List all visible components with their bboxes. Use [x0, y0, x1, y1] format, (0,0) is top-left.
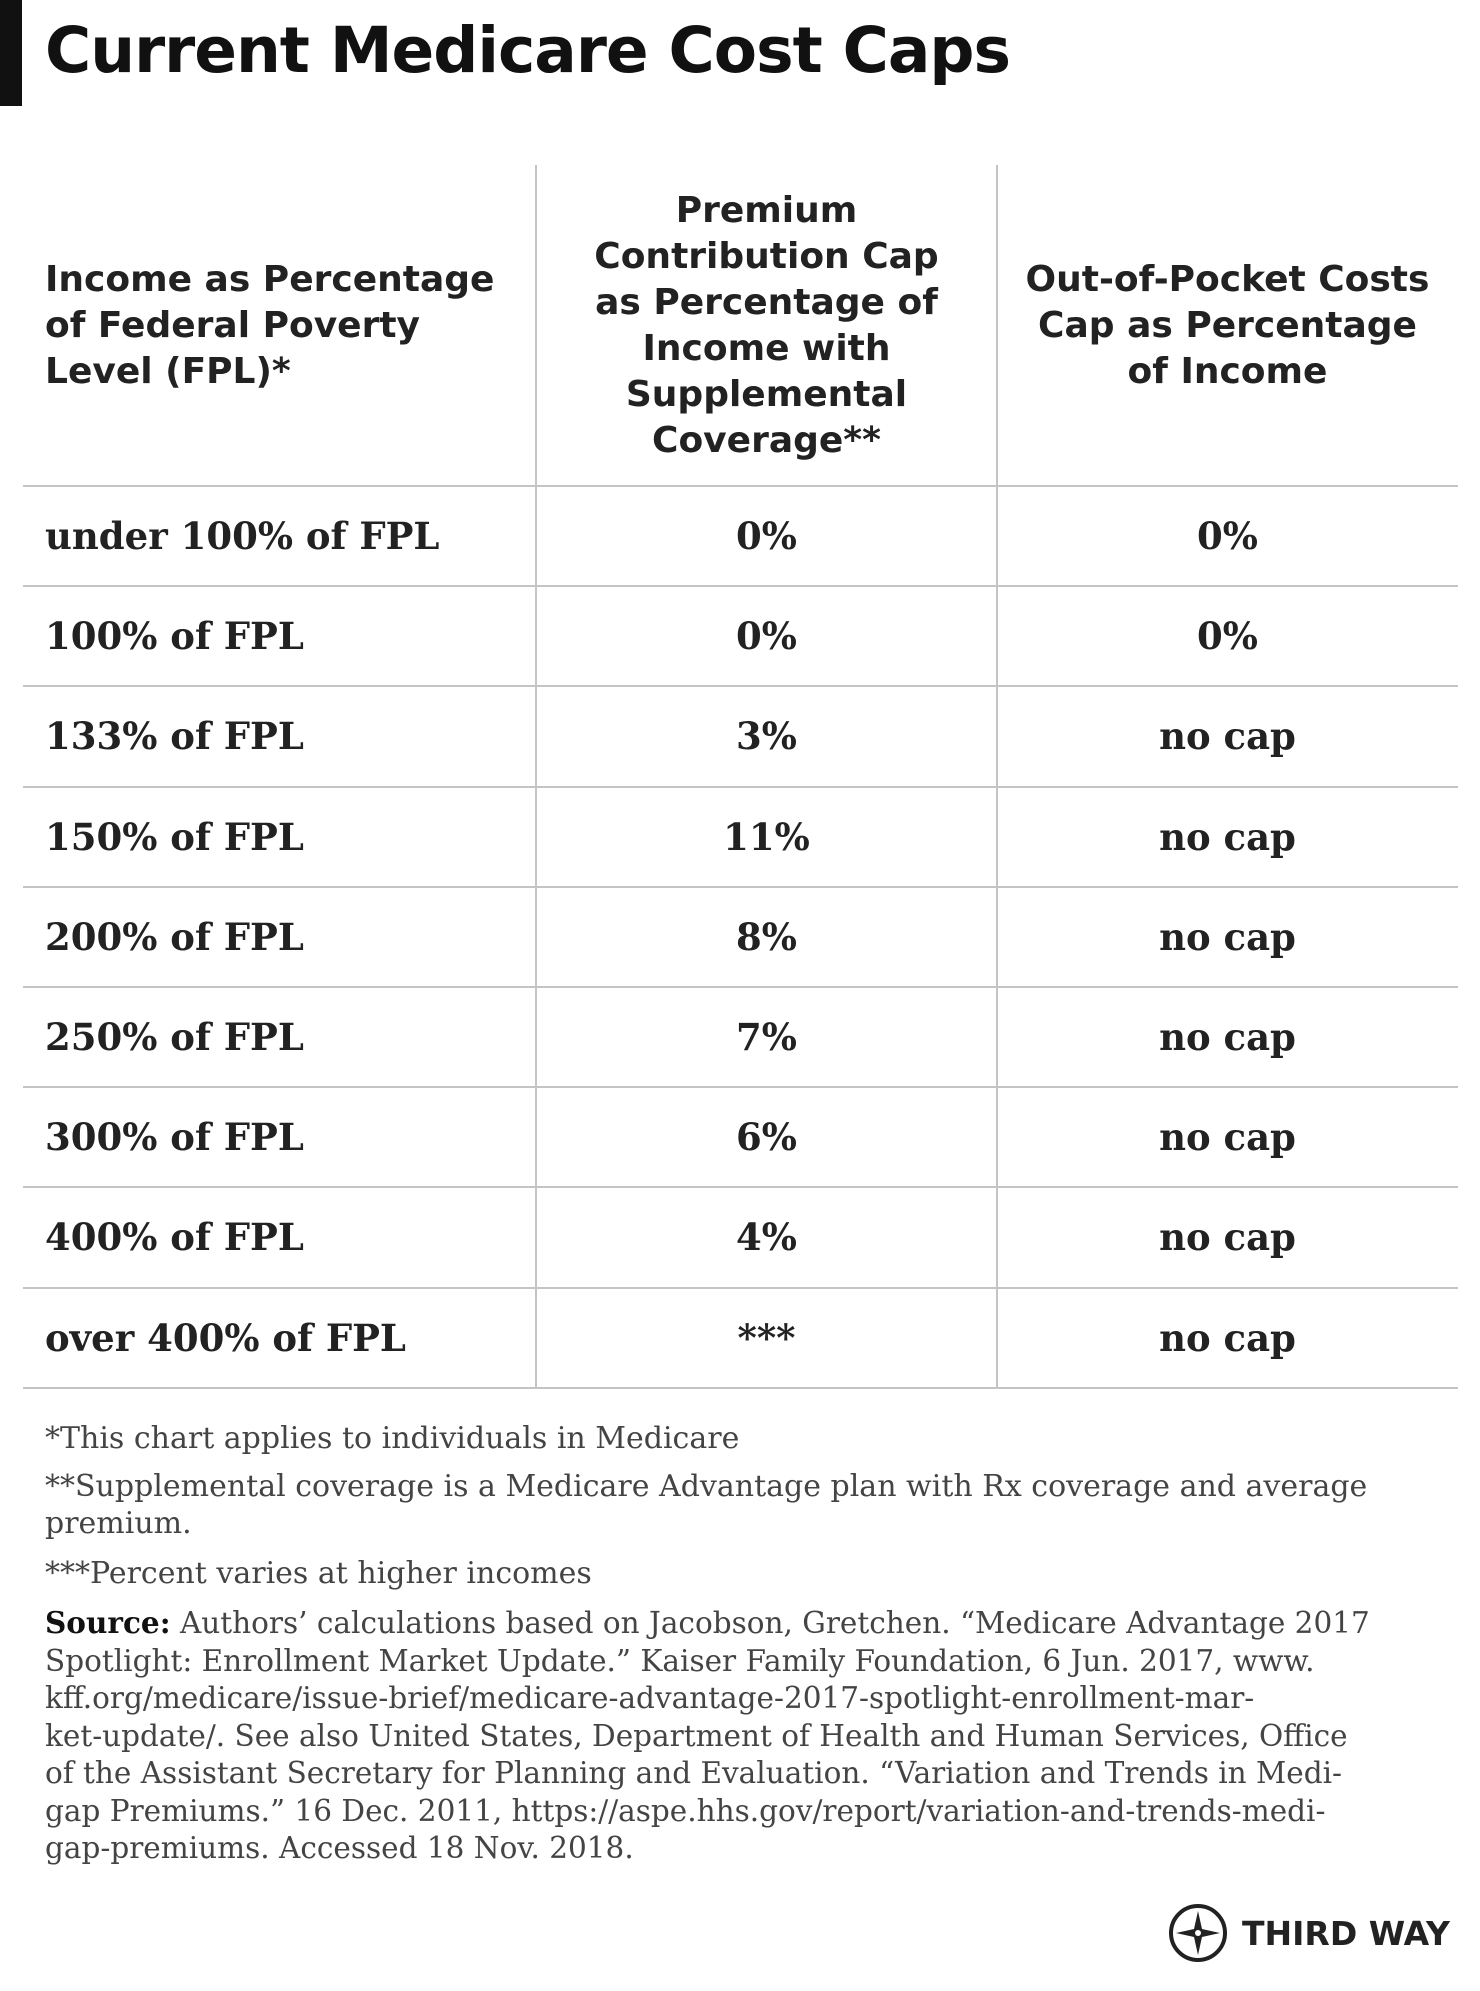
table-cell: 250% of FPL [45, 987, 514, 1087]
table-cell: over 400% of FPL [45, 1288, 514, 1388]
table-cell: no cap [1017, 1187, 1438, 1287]
source-text: Spotlight: Enrollment Market Update.” Ka… [45, 1643, 1315, 1678]
table-cell: no cap [1017, 1288, 1438, 1388]
cell-text: 0% [1197, 614, 1258, 659]
column-header: Out-of-Pocket Costs Cap as Percentage of… [1017, 165, 1438, 486]
table-cell: no cap [1017, 887, 1438, 987]
column-header: Income as Percentage of Federal Poverty … [45, 165, 514, 486]
source-line: ket-update/. See also United States, Dep… [45, 1718, 1370, 1756]
source-line: gap Premiums.” 16 Dec. 2011, https://asp… [45, 1793, 1370, 1831]
cell-text: 0% [736, 614, 797, 659]
table-cell: 7% [566, 987, 967, 1087]
table-cell: 3% [566, 686, 967, 786]
cell-text: no cap [1159, 1115, 1296, 1160]
cell-text: 6% [736, 1115, 797, 1160]
cell-text: 200% of FPL [45, 914, 304, 959]
title: Current Medicare Cost Caps [45, 14, 1011, 87]
source-text: gap-premiums. Accessed 18 Nov. 2018. [45, 1831, 634, 1865]
column-header-text: Out-of-Pocket Costs Cap as Percentage of… [1025, 258, 1430, 392]
table-cell: 4% [566, 1187, 967, 1287]
source-line: Source: Authors’ calculations based on J… [45, 1604, 1370, 1643]
table-cell: 150% of FPL [45, 787, 514, 887]
source-text: of the Assistant Secretary for Planning … [45, 1756, 1342, 1790]
table-cell: 133% of FPL [45, 686, 514, 786]
row-line [23, 585, 1458, 588]
source-label: Source: [45, 1605, 171, 1640]
source-line: Spotlight: Enrollment Market Update.” Ka… [45, 1643, 1370, 1681]
logo-icon [1169, 1904, 1227, 1962]
cell-text: no cap [1159, 1315, 1296, 1360]
row-line [23, 1086, 1458, 1089]
row-line [23, 785, 1458, 788]
row-line [23, 1186, 1458, 1189]
table-cell: 0% [566, 486, 967, 586]
footnote: *This chart applies to individuals in Me… [45, 1421, 740, 1456]
column-header-text: Premium Contribution Cap as Percentage o… [594, 189, 939, 461]
cell-text: no cap [1159, 1015, 1296, 1059]
cell-text: 8% [736, 914, 797, 959]
column-divider [996, 165, 998, 1388]
cell-text: 250% of FPL [45, 1015, 304, 1059]
column-divider [535, 165, 537, 1388]
footnote: ***Percent varies at higher incomes [45, 1556, 592, 1591]
cell-text: *** [737, 1315, 796, 1360]
cell-text: 133% of FPL [45, 714, 304, 759]
cell-text: 7% [736, 1015, 797, 1059]
table-cell: 100% of FPL [45, 586, 514, 686]
table-cell: 11% [566, 787, 967, 887]
row-line [23, 1286, 1458, 1289]
column-header: Premium Contribution Cap as Percentage o… [566, 165, 967, 486]
table-cell: *** [566, 1288, 967, 1388]
cell-text: 400% of FPL [45, 1215, 304, 1260]
source-line: of the Assistant Secretary for Planning … [45, 1755, 1370, 1793]
cell-text: no cap [1159, 814, 1296, 859]
cell-text: no cap [1159, 714, 1296, 759]
source-line: gap-premiums. Accessed 18 Nov. 2018. [45, 1830, 1370, 1868]
table-cell: 0% [1017, 586, 1438, 686]
table-cell: 300% of FPL [45, 1087, 514, 1187]
cell-text: over 400% of FPL [45, 1315, 406, 1360]
source-text: ket-update/. See also United States, Dep… [45, 1718, 1348, 1753]
logo-text: THIRD WAY [1242, 1913, 1450, 1953]
logo: THIRD WAY [1168, 1903, 1450, 1963]
cell-text: 11% [723, 814, 810, 859]
cell-text: 4% [736, 1215, 797, 1260]
source-text: kff.org/medicare/issue-brief/medicare-ad… [45, 1681, 1255, 1715]
cell-text: 0% [736, 514, 797, 558]
table-cell: no cap [1017, 787, 1438, 887]
table-cell: no cap [1017, 1087, 1438, 1187]
row-line [23, 885, 1458, 888]
table-cell: 0% [1017, 486, 1438, 586]
row-line [23, 485, 1458, 487]
table-cell: no cap [1017, 987, 1438, 1087]
table-cell: 400% of FPL [45, 1187, 514, 1287]
title-bar [0, 0, 22, 106]
cell-text: 150% of FPL [45, 814, 304, 859]
cell-text: under 100% of FPL [45, 514, 440, 558]
source-line: kff.org/medicare/issue-brief/medicare-ad… [45, 1680, 1370, 1718]
source-text: Authors’ calculations based on Jacobson,… [179, 1606, 1370, 1640]
cell-text: 300% of FPL [45, 1115, 304, 1160]
cell-text: 3% [736, 714, 797, 759]
row-line [23, 685, 1458, 688]
cell-text: 0% [1197, 514, 1258, 558]
footnote: **Supplemental coverage is a Medicare Ad… [45, 1469, 1368, 1541]
source: Source: Authors’ calculations based on J… [45, 1604, 1370, 1868]
table-cell: 6% [566, 1087, 967, 1187]
cell-text: 100% of FPL [45, 614, 304, 659]
row-line [23, 986, 1458, 988]
column-header-text: Income as Percentage of Federal Poverty … [45, 258, 495, 392]
table-cell: 0% [566, 586, 967, 686]
table-cell: 200% of FPL [45, 887, 514, 987]
source-text: gap Premiums.” 16 Dec. 2011, https://asp… [45, 1793, 1326, 1828]
table-cell: no cap [1017, 686, 1438, 786]
table-cell: 8% [566, 887, 967, 987]
table-cell: under 100% of FPL [45, 486, 514, 586]
row-line [23, 1386, 1458, 1389]
cell-text: no cap [1159, 1215, 1296, 1260]
cell-text: no cap [1159, 914, 1296, 959]
